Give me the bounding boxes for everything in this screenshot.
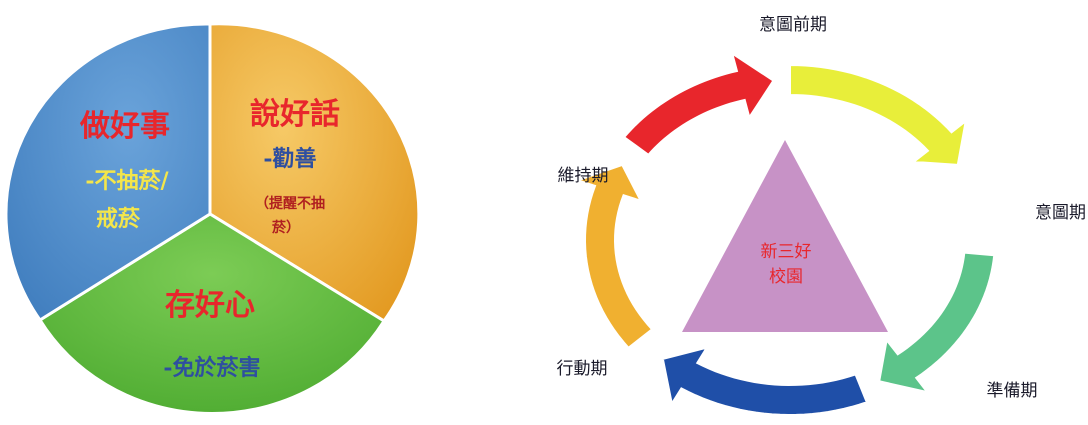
arrow-maintenance [622, 51, 775, 157]
good-heart-subtitle: -免於菸害 [163, 355, 260, 381]
speak-good-title: 說好話 [250, 97, 340, 132]
do-good-title: 做好事 [79, 109, 170, 144]
good-heart-title: 存好心 [165, 288, 255, 323]
stage-label-contemplation: 意圖期 [1035, 203, 1086, 223]
center-label-line2: 校園 [769, 267, 803, 287]
pie-slice-good-heart [37, 212, 387, 416]
stage-label-preparation: 準備期 [987, 381, 1038, 401]
cycle-diagram: 新三好 校園 意圖前期 意圖期 準備期 行動期 維持期 [557, 15, 1086, 416]
pie-chart: 說好話 -勸善 （提醒不抽 菸） 做好事 -不抽菸/ 戒菸 存好心 -免於菸害 [4, 22, 421, 416]
pie-slice-do-good [4, 22, 212, 323]
stage-label-precontemplation: 意圖前期 [759, 15, 827, 35]
cycle-arrows [574, 51, 996, 416]
arrow-contemplation [878, 251, 996, 394]
center-label-line1: 新三好 [761, 242, 812, 262]
stage-label-action: 行動期 [557, 359, 608, 379]
arrow-preparation [661, 346, 869, 416]
stage-label-maintenance: 維持期 [558, 166, 609, 186]
arrow-action [574, 163, 654, 350]
speak-good-note-line1: （提醒不抽 [255, 195, 325, 212]
do-good-subtitle-line1: -不抽菸/ [85, 168, 169, 194]
speak-good-note-line2: 菸） [272, 219, 300, 236]
center-triangle [682, 140, 888, 332]
pie-slice-speak-good [208, 22, 421, 324]
arrow-precontemplation [789, 63, 968, 166]
do-good-subtitle-line2: 戒菸 [96, 206, 141, 232]
speak-good-subtitle: -勸善 [263, 146, 316, 172]
